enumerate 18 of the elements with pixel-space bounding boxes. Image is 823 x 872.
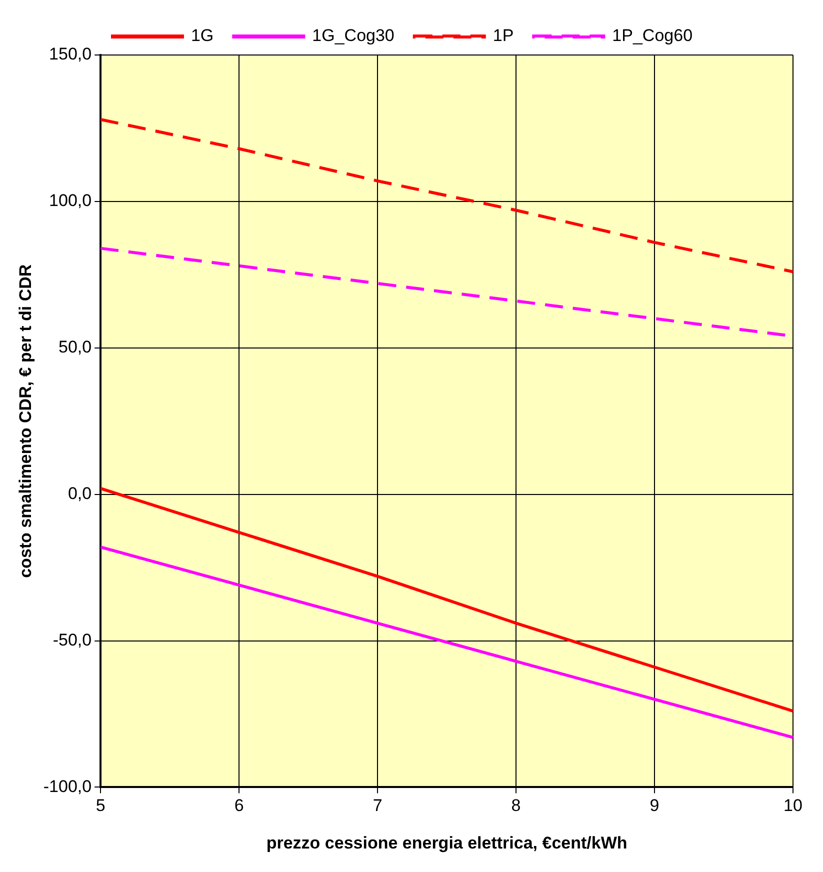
legend-label: 1P — [492, 26, 514, 46]
y-tick-label: 100,0 — [49, 191, 92, 210]
x-tick-label: 8 — [511, 796, 521, 816]
y-tick-label: -50,0 — [52, 630, 92, 650]
x-tick-label: 10 — [784, 796, 802, 816]
x-tick-label: 6 — [234, 796, 244, 816]
legend-label: 1G — [190, 26, 214, 46]
y-tick-label: 150,0 — [49, 44, 92, 64]
x-axis-title: prezzo cessione energia elettrica, €cent/kWh — [266, 833, 628, 852]
y-tick-label: 50,0 — [58, 338, 92, 357]
x-tick-label: 7 — [372, 796, 382, 816]
x-tick-label: 5 — [96, 796, 106, 816]
y-axis-title: costo smaltimento CDR, € per t di CDR — [16, 264, 35, 578]
legend-label: 1G_Cog30 — [312, 26, 394, 46]
legend-label: 1P_Cog60 — [612, 26, 693, 46]
x-tick-label: 9 — [650, 796, 660, 816]
y-tick-label: 0,0 — [68, 484, 92, 504]
y-tick-label: -100,0 — [43, 776, 92, 796]
